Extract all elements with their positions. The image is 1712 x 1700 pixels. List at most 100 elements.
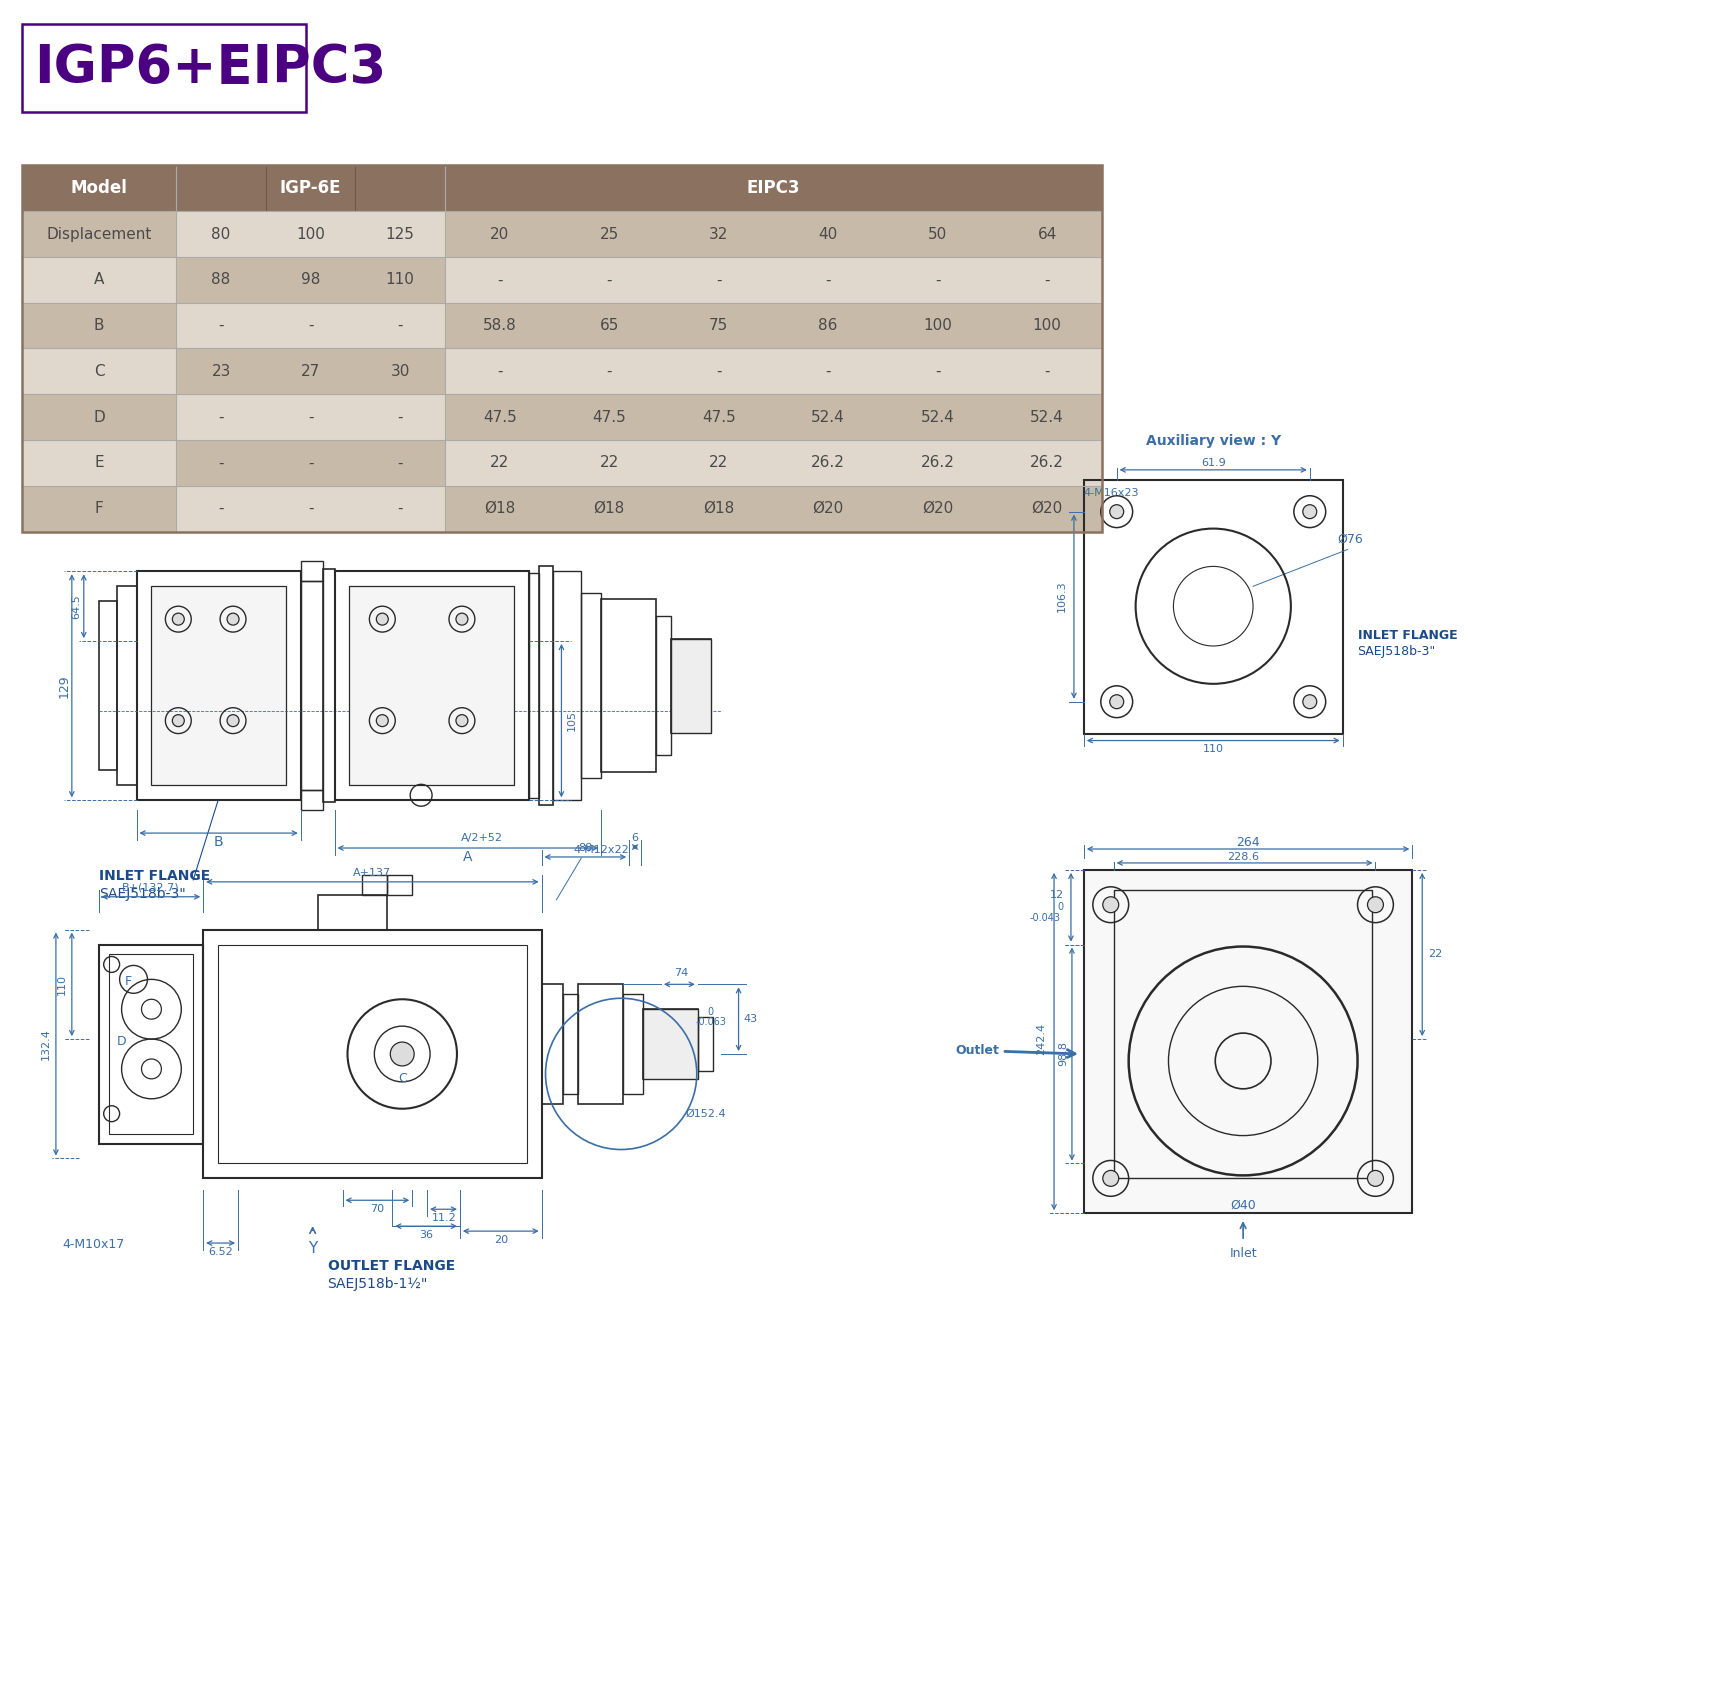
Text: INLET FLANGE: INLET FLANGE	[1358, 629, 1457, 643]
Text: -0.043: -0.043	[1031, 913, 1061, 923]
Text: 47.5: 47.5	[702, 410, 736, 425]
Text: 40: 40	[818, 226, 837, 241]
Text: 105: 105	[567, 711, 577, 731]
Text: -: -	[219, 318, 224, 333]
Text: 242.4: 242.4	[1036, 1023, 1046, 1056]
Text: -: -	[219, 410, 224, 425]
Bar	[993, 486, 1103, 532]
Bar	[993, 257, 1103, 303]
Text: -: -	[716, 272, 721, 287]
Text: 47.5: 47.5	[483, 410, 517, 425]
Text: 6: 6	[632, 833, 639, 843]
Bar	[349, 586, 514, 785]
Bar	[387, 876, 413, 894]
Text: B+(132.7): B+(132.7)	[122, 882, 180, 893]
Text: 106.3: 106.3	[1056, 580, 1067, 612]
Bar	[529, 573, 539, 799]
Circle shape	[1109, 505, 1123, 518]
Bar	[664, 486, 774, 532]
Text: 50: 50	[928, 226, 947, 241]
Text: SAEJ518b-3": SAEJ518b-3"	[99, 887, 185, 901]
Text: 100: 100	[296, 226, 325, 241]
Text: -: -	[1044, 272, 1049, 287]
Bar	[334, 571, 529, 801]
Bar	[774, 348, 883, 394]
Bar	[883, 440, 993, 486]
Text: 30: 30	[390, 364, 409, 379]
Circle shape	[377, 614, 389, 626]
Text: 0: 0	[1058, 901, 1063, 911]
FancyBboxPatch shape	[22, 24, 306, 112]
Bar	[664, 211, 774, 257]
Text: 52.4: 52.4	[1031, 410, 1063, 425]
Bar	[664, 348, 774, 394]
Circle shape	[455, 614, 467, 626]
Text: EIPC3: EIPC3	[746, 178, 800, 197]
Bar	[664, 257, 774, 303]
Bar	[1084, 479, 1342, 734]
Circle shape	[1303, 695, 1317, 709]
Bar	[555, 486, 664, 532]
Bar	[301, 561, 322, 581]
Text: OUTLET FLANGE: OUTLET FLANGE	[327, 1260, 455, 1273]
Bar	[671, 639, 710, 733]
Text: -: -	[496, 272, 503, 287]
Text: -: -	[935, 364, 940, 379]
Bar	[698, 1017, 712, 1071]
Text: Ø20: Ø20	[923, 502, 954, 517]
Bar	[22, 486, 176, 532]
Bar	[176, 348, 265, 394]
Bar	[176, 165, 445, 211]
Text: 61.9: 61.9	[1200, 457, 1226, 468]
Bar	[217, 945, 527, 1163]
Bar	[176, 211, 265, 257]
Text: -: -	[935, 272, 940, 287]
Text: -: -	[219, 456, 224, 471]
Text: IGP-6E: IGP-6E	[281, 178, 341, 197]
Bar	[108, 954, 193, 1134]
Text: Inlet: Inlet	[1229, 1246, 1257, 1260]
Bar	[356, 394, 445, 440]
Bar	[176, 486, 265, 532]
Text: Auxiliary view : Y: Auxiliary view : Y	[1145, 434, 1281, 449]
Bar	[563, 994, 579, 1093]
Text: 65: 65	[599, 318, 620, 333]
Bar	[265, 486, 356, 532]
Text: F: F	[125, 974, 132, 988]
Bar	[993, 440, 1103, 486]
Text: 23: 23	[211, 364, 231, 379]
Circle shape	[377, 714, 389, 726]
Bar	[774, 486, 883, 532]
Text: -: -	[397, 410, 402, 425]
Text: 4-M10x17: 4-M10x17	[62, 1238, 125, 1251]
Text: 12: 12	[1049, 889, 1063, 899]
Bar	[151, 586, 286, 785]
Bar	[265, 394, 356, 440]
Text: 26.2: 26.2	[1031, 456, 1063, 471]
Bar	[1115, 889, 1373, 1178]
Bar	[318, 894, 387, 930]
Bar	[176, 440, 265, 486]
Circle shape	[455, 714, 467, 726]
Text: 6.52: 6.52	[209, 1248, 233, 1256]
Circle shape	[1109, 695, 1123, 709]
Bar	[445, 440, 555, 486]
Bar	[116, 586, 137, 785]
Circle shape	[390, 1042, 414, 1066]
Bar	[22, 303, 176, 348]
Text: 47.5: 47.5	[592, 410, 627, 425]
Bar	[22, 211, 176, 257]
Text: 88: 88	[212, 272, 231, 287]
Bar	[22, 348, 176, 394]
Text: -: -	[1044, 364, 1049, 379]
Text: A/2+52: A/2+52	[461, 833, 503, 843]
Text: 228.6: 228.6	[1228, 852, 1258, 862]
Text: 22: 22	[709, 456, 728, 471]
Text: -: -	[606, 364, 611, 379]
Text: 129: 129	[58, 673, 70, 697]
Bar	[883, 486, 993, 532]
Bar	[539, 566, 553, 806]
Bar	[1084, 870, 1412, 1214]
Bar	[445, 303, 555, 348]
Bar	[774, 257, 883, 303]
